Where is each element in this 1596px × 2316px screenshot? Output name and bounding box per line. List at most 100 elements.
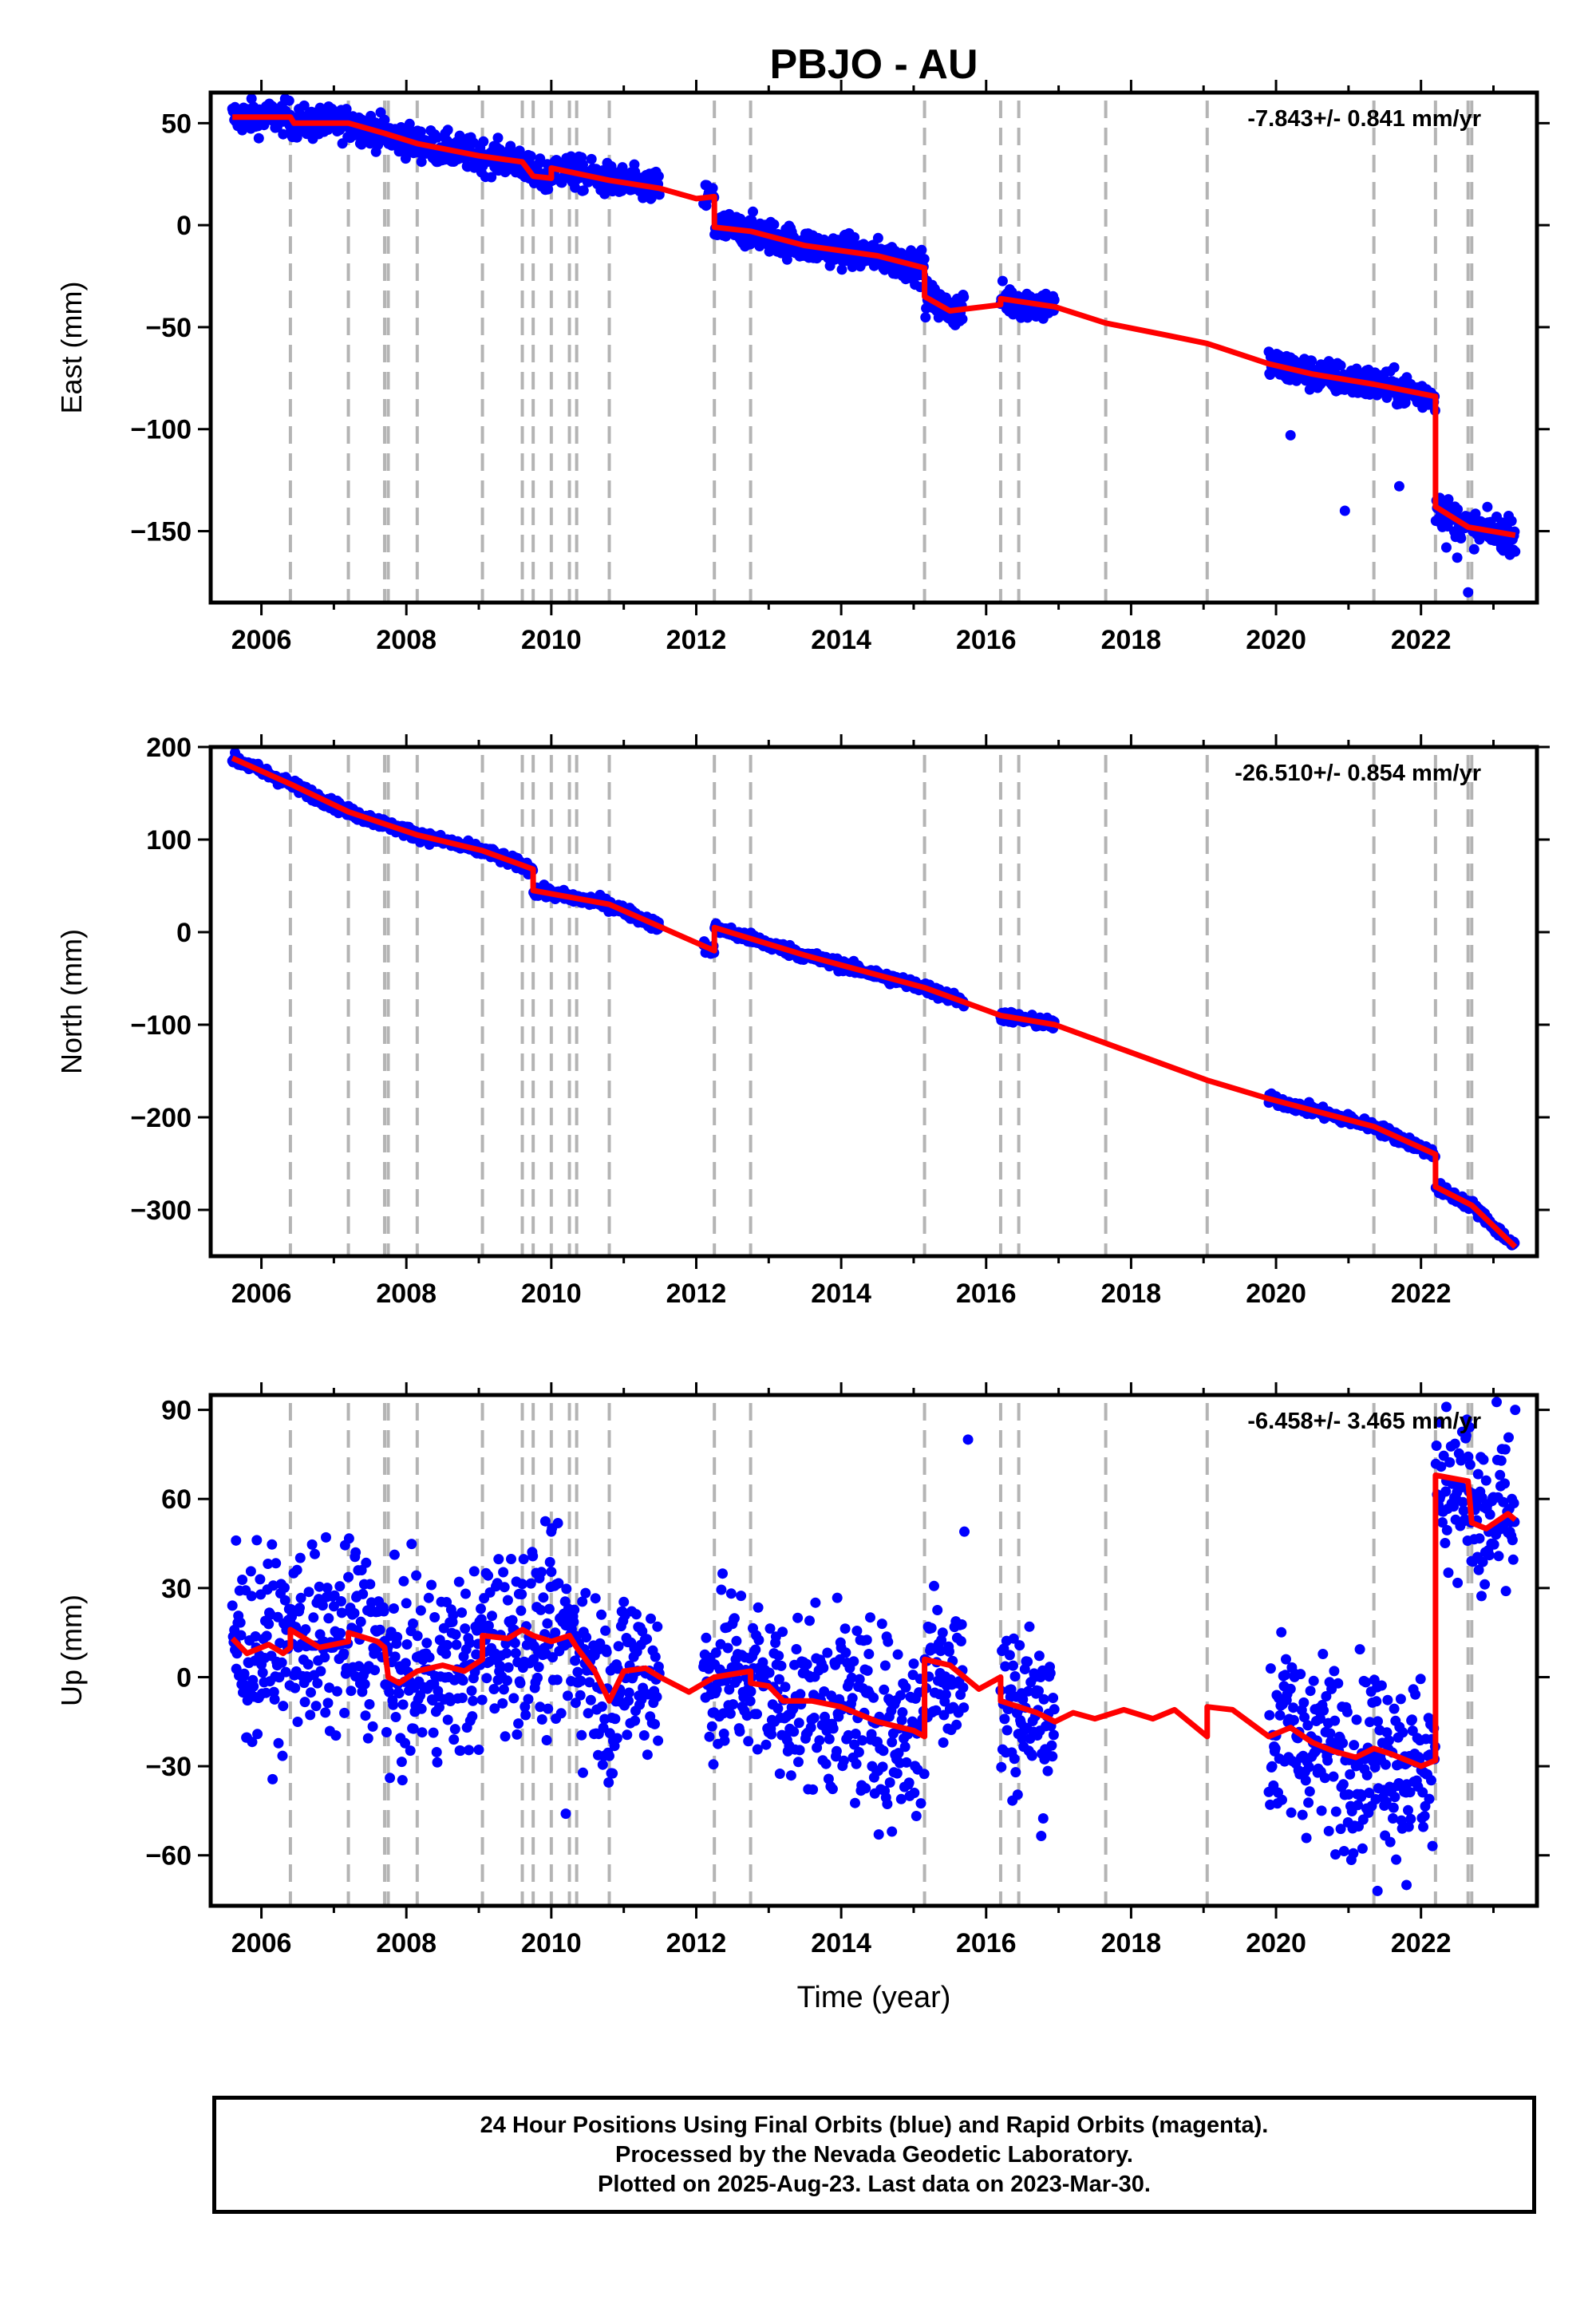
data-point xyxy=(245,1566,256,1577)
data-point xyxy=(412,1630,423,1642)
data-point xyxy=(440,1648,452,1659)
data-point xyxy=(773,1650,784,1662)
data-point xyxy=(271,1558,282,1569)
data-point xyxy=(292,1717,303,1727)
data-point xyxy=(506,1554,516,1564)
data-point xyxy=(1295,1669,1306,1680)
data-point xyxy=(362,1733,373,1744)
data-point xyxy=(1300,1775,1311,1786)
data-point xyxy=(1381,1796,1392,1808)
data-point xyxy=(877,1761,888,1773)
data-point xyxy=(793,1757,804,1768)
footer-line-2: Processed by the Nevada Geodetic Laborat… xyxy=(615,2141,1133,2168)
data-point xyxy=(1329,1666,1340,1677)
data-point xyxy=(276,1657,287,1668)
data-point xyxy=(267,1580,279,1591)
data-point xyxy=(1339,505,1350,516)
x-tick-label: 2014 xyxy=(811,1928,871,1958)
x-tick-label: 2012 xyxy=(666,1279,727,1309)
data-point xyxy=(450,1629,461,1640)
data-point xyxy=(247,1737,258,1748)
x-tick-label: 2006 xyxy=(231,1928,292,1958)
data-point xyxy=(1404,1787,1416,1798)
data-point xyxy=(533,1662,544,1673)
data-point xyxy=(1012,1789,1023,1800)
data-point xyxy=(330,1730,342,1741)
data-point xyxy=(831,1745,842,1757)
data-point xyxy=(940,1689,951,1700)
data-point xyxy=(734,1726,745,1737)
data-point xyxy=(1385,1836,1396,1848)
data-point xyxy=(1310,1745,1321,1757)
data-point xyxy=(467,1711,478,1722)
data-point xyxy=(895,1690,906,1701)
data-point xyxy=(860,1783,871,1794)
data-point xyxy=(417,1727,428,1738)
data-point xyxy=(1397,1727,1408,1738)
data-point xyxy=(502,1595,513,1606)
data-point xyxy=(277,1750,288,1761)
data-point xyxy=(1033,1686,1044,1697)
x-tick-label: 2018 xyxy=(1101,625,1162,655)
data-point xyxy=(774,1769,785,1779)
data-point xyxy=(853,1747,864,1757)
data-point xyxy=(1372,1885,1383,1896)
data-point xyxy=(1463,1451,1474,1462)
data-point xyxy=(328,1601,339,1612)
data-point xyxy=(286,1611,298,1622)
data-point xyxy=(322,1697,334,1709)
data-point xyxy=(930,1705,942,1716)
data-point xyxy=(415,1690,426,1701)
data-point xyxy=(1440,1384,1450,1394)
data-point xyxy=(879,1660,891,1671)
data-point xyxy=(1417,1787,1428,1798)
data-point xyxy=(1356,1791,1367,1802)
data-point xyxy=(535,153,546,164)
data-point xyxy=(1005,1684,1017,1695)
data-point xyxy=(805,1722,816,1733)
data-point xyxy=(460,1588,471,1599)
data-point xyxy=(955,1636,966,1646)
data-point xyxy=(338,1648,350,1659)
y-tick-label: 0 xyxy=(176,918,192,948)
data-point xyxy=(290,1682,301,1694)
data-point xyxy=(383,1679,394,1690)
data-point xyxy=(1328,1771,1339,1782)
data-point xyxy=(1297,1809,1308,1820)
data-point xyxy=(838,1755,849,1766)
data-point xyxy=(962,1434,974,1445)
data-points xyxy=(227,747,1520,1251)
data-point xyxy=(1017,1733,1028,1744)
data-point xyxy=(267,1539,278,1550)
x-tick-label: 2008 xyxy=(376,625,437,655)
data-point xyxy=(563,1690,573,1701)
data-point xyxy=(1482,501,1493,512)
data-point xyxy=(1285,429,1296,441)
data-point xyxy=(343,1571,354,1583)
data-point xyxy=(1483,1550,1495,1561)
data-point xyxy=(453,1576,464,1587)
data-point xyxy=(719,1735,730,1746)
data-point xyxy=(997,275,1008,287)
data-point xyxy=(267,1773,279,1784)
data-point xyxy=(263,1618,275,1630)
data-point xyxy=(1480,1475,1491,1486)
data-point xyxy=(741,1710,753,1721)
data-point xyxy=(610,1713,621,1725)
data-point xyxy=(617,162,628,173)
x-tick-label: 2018 xyxy=(1101,1928,1162,1958)
data-point xyxy=(306,1539,318,1550)
y-tick-label: −200 xyxy=(130,1103,192,1133)
data-point xyxy=(944,1646,954,1657)
data-point xyxy=(996,1761,1007,1773)
data-point xyxy=(476,1694,488,1705)
data-point xyxy=(1477,1556,1488,1567)
data-point xyxy=(1491,1397,1502,1408)
data-point xyxy=(1038,1694,1049,1705)
y-tick-label: −50 xyxy=(145,313,192,343)
data-point xyxy=(404,118,415,129)
data-point xyxy=(1389,1792,1400,1803)
data-point xyxy=(442,124,453,136)
data-point xyxy=(1323,1825,1334,1836)
